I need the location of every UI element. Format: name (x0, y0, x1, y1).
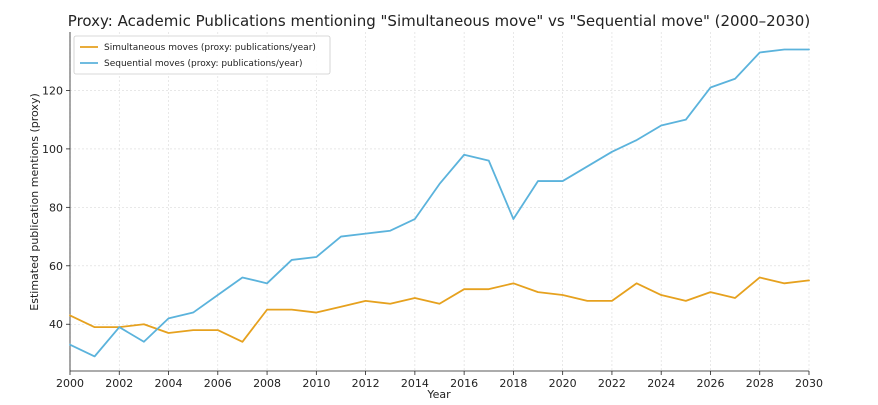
axes: 2000 2002 2004 2006 2008 2010 2012 2014 2016 2018… (42, 32, 823, 390)
x-tick-label: 2004 (155, 377, 183, 390)
series-line-sequential (69, 48, 810, 358)
x-tick-label: 2028 (746, 377, 774, 390)
chart-title: Proxy: Academic Publications mentioning … (68, 12, 810, 30)
legend-label: Simultaneous moves (proxy: publications/… (104, 43, 316, 53)
x-tick-label: 2008 (253, 377, 281, 390)
grid (69, 32, 810, 371)
y-tick-label: 120 (42, 84, 63, 97)
legend: Simultaneous moves (proxy: publications/… (73, 35, 331, 75)
x-tick-label: 2018 (499, 377, 527, 390)
x-tick-label: 2006 (204, 377, 232, 390)
y-tick-label: 40 (49, 318, 63, 331)
series-lines (69, 48, 810, 358)
x-tick-label: 2026 (696, 377, 724, 390)
x-tick-label: 2012 (352, 377, 380, 390)
y-tick-label: 100 (42, 143, 63, 156)
x-tick-label: 2010 (302, 377, 330, 390)
x-axis-label: Year (426, 388, 451, 401)
x-tick-label: 2030 (795, 377, 823, 390)
x-tick-label: 2020 (549, 377, 577, 390)
y-tick-label: 80 (49, 201, 63, 214)
x-tick-label: 2002 (105, 377, 133, 390)
y-axis-label: Estimated publication mentions (proxy) (28, 93, 41, 310)
x-tick-label: 2016 (450, 377, 478, 390)
legend-box (73, 35, 331, 75)
x-tick-label: 2022 (598, 377, 626, 390)
y-tick-label: 60 (49, 260, 63, 273)
x-tick-label: 2014 (401, 377, 429, 390)
x-tick-label: 2024 (647, 377, 675, 390)
x-tick-label: 2000 (56, 377, 84, 390)
legend-label: Sequential moves (proxy: publications/ye… (104, 59, 303, 69)
series-line-simultaneous (69, 276, 810, 343)
